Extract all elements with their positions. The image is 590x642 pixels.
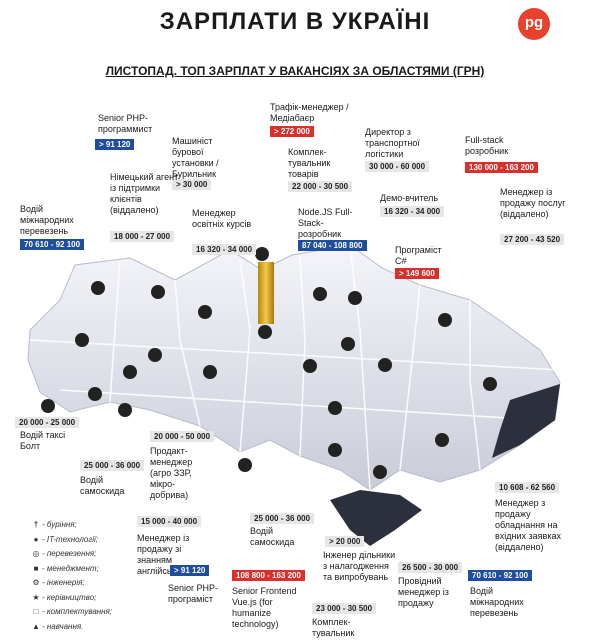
legend-icon: ■ bbox=[33, 563, 39, 573]
job-title: Водій самоскида bbox=[80, 475, 125, 496]
legend-text: - IT-технології; bbox=[42, 534, 99, 544]
job-title: Програміст C# bbox=[395, 245, 442, 266]
job-title: Водій самоскида bbox=[250, 526, 295, 547]
east-dark-region bbox=[492, 384, 560, 458]
crimea bbox=[330, 490, 422, 546]
legend-icon: † bbox=[33, 520, 39, 529]
salary-box: 30 000 - 60 000 bbox=[365, 161, 430, 172]
legend-item: □ - комплектування; bbox=[30, 605, 113, 620]
legend-icon: ⚙ bbox=[32, 578, 40, 587]
job-title: Менеджер з продажу обладнання на вхідних… bbox=[495, 498, 561, 552]
job-title: Менеджер освітніх курсів bbox=[192, 208, 252, 229]
job-title: Німецький агент із підтримки клієнтів (в… bbox=[110, 172, 179, 215]
legend: † - буріння; ● - IT-технології; ◎ - перевезен… bbox=[30, 518, 112, 634]
legend-text: - інженерія; bbox=[42, 578, 85, 587]
salary-box: 16 320 - 34 000 bbox=[380, 206, 445, 217]
salary-box: 18 000 - 27 000 bbox=[110, 231, 175, 242]
salary-box: 10 608 - 62 560 bbox=[495, 482, 560, 493]
legend-item: ★ - керівництво; bbox=[30, 591, 112, 606]
job-title: Комплек-тувальник товарів bbox=[288, 147, 331, 179]
legend-item: ■ - менеджмент; bbox=[30, 562, 112, 577]
legend-text: - навчання. bbox=[42, 621, 84, 631]
kyiv-bar bbox=[258, 262, 274, 324]
job-title: Senior PHP-программист bbox=[98, 113, 153, 134]
job-title: Водій міжнародних перевезень bbox=[470, 586, 524, 618]
job-title: Інженер дільники з налагодження та випро… bbox=[323, 550, 396, 582]
legend-icon: ▲ bbox=[32, 621, 40, 631]
legend-icon: ◎ bbox=[32, 549, 40, 558]
ukraine-shape bbox=[27, 244, 561, 491]
legend-item: † - буріння; bbox=[30, 518, 112, 533]
logo: pg bbox=[518, 8, 550, 40]
job-title: Комплек-тувальник bbox=[312, 617, 355, 638]
salary-box: 26 500 - 30 000 bbox=[398, 562, 463, 573]
salary-box: > 91 120 bbox=[95, 139, 135, 150]
salary-box: > 149 600 bbox=[395, 268, 439, 279]
salary-box: > 20 000 bbox=[325, 536, 365, 547]
job-title: Node.JS Full-Stack-розробник bbox=[298, 207, 353, 239]
legend-text: - перевезення; bbox=[42, 549, 97, 558]
salary-box: > 91 120 bbox=[170, 565, 210, 576]
job-title: Трафік-менеджер / Медіабаєр bbox=[270, 102, 349, 123]
legend-item: ▲ - навчання. bbox=[30, 620, 112, 635]
job-title: Демо-вчитель bbox=[380, 193, 439, 203]
salary-box: 70 610 - 92 100 bbox=[20, 239, 85, 250]
title: ЗАРПЛАТИ В УКРАЇНІ bbox=[159, 8, 431, 35]
salary-box: > 272 000 bbox=[270, 126, 314, 137]
job-title: Full-stack розробник bbox=[465, 135, 509, 156]
job-title: Senior PHP-програміст bbox=[168, 583, 219, 604]
salary-box: 27 200 - 43 520 bbox=[500, 234, 565, 245]
salary-box: > 30 000 bbox=[172, 179, 212, 190]
salary-box: 15 000 - 40 000 bbox=[137, 516, 202, 527]
salary-box: 87 040 - 108 800 bbox=[298, 240, 367, 251]
salary-box: 108 800 - 163 200 bbox=[232, 570, 305, 581]
job-title: Машиніст бурової установки / Бурильник bbox=[172, 136, 219, 179]
salary-box: 23 000 - 30 500 bbox=[312, 603, 377, 614]
salary-box: 22 000 - 30 500 bbox=[288, 181, 353, 192]
legend-item: ⚙ - інженерія; bbox=[30, 576, 112, 591]
job-title: Водій міжнародних перевезень bbox=[20, 204, 74, 236]
job-title: Провідний менеджер із продажу bbox=[398, 576, 449, 608]
legend-item: ◎ - перевезення; bbox=[30, 547, 112, 562]
job-title: Продакт-менеджер (агро ЗЗР, мікро-добрив… bbox=[150, 446, 193, 500]
subtitle: ЛИСТОПАД. ТОП ЗАРПЛАТ У ВАКАНСІЯХ ЗА ОБЛ… bbox=[105, 64, 485, 78]
legend-text: - буріння; bbox=[42, 520, 77, 529]
job-title: Менеджер із продажу послуг (віддалено) bbox=[500, 187, 566, 219]
salary-box: 16 320 - 34 000 bbox=[192, 244, 257, 255]
salary-box: 20 000 - 50 000 bbox=[150, 431, 215, 442]
legend-icon: □ bbox=[33, 607, 39, 616]
job-title: Senior Frontend Vue.js (for humanize tec… bbox=[232, 586, 297, 629]
salary-box: 70 610 - 92 100 bbox=[468, 570, 533, 581]
legend-item: ● - IT-технології; bbox=[30, 533, 112, 548]
job-title: Водій таксі Болт bbox=[20, 430, 66, 451]
salary-box: 25 000 - 36 000 bbox=[80, 460, 145, 471]
legend-text: - керівництво; bbox=[42, 592, 97, 602]
salary-box: 130 000 - 163 200 bbox=[465, 162, 538, 173]
legend-icon: ★ bbox=[32, 592, 40, 602]
legend-text: - комплектування; bbox=[42, 607, 113, 616]
salary-box: 20 000 - 25 000 bbox=[15, 417, 80, 428]
legend-icon: ● bbox=[33, 534, 39, 544]
job-title: Директор з транспортної логістики bbox=[365, 127, 420, 159]
map-icons bbox=[41, 247, 497, 479]
region-borders bbox=[29, 245, 561, 491]
legend-text: - менеджмент; bbox=[42, 563, 99, 573]
salary-box: 25 000 - 36 000 bbox=[250, 513, 315, 524]
